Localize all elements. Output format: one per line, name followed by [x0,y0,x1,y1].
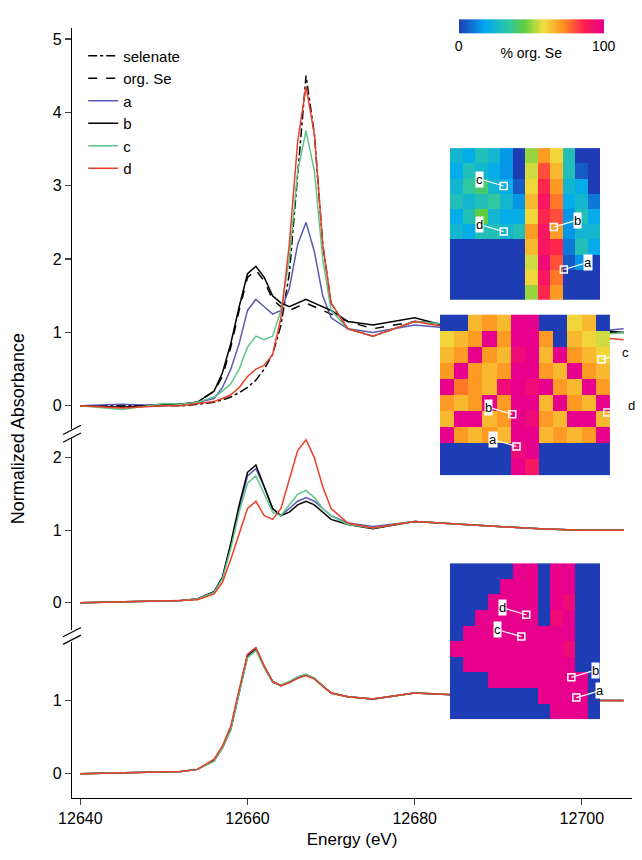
svg-text:c: c [494,622,501,637]
svg-text:org. Se: org. Se [123,70,171,87]
svg-text:% org. Se: % org. Se [500,45,562,61]
svg-text:d: d [628,398,635,413]
svg-text:0: 0 [53,765,62,782]
svg-text:4: 4 [53,104,62,121]
svg-text:1: 1 [53,324,62,341]
svg-text:5: 5 [53,31,62,48]
svg-text:0: 0 [53,594,62,611]
svg-text:selenate: selenate [123,48,180,65]
svg-text:a: a [489,432,497,447]
svg-text:d: d [123,160,131,177]
svg-text:a: a [584,255,592,270]
svg-text:b: b [592,663,599,678]
svg-text:d: d [499,600,506,615]
svg-text:0: 0 [53,397,62,414]
svg-text:Energy (eV): Energy (eV) [307,830,398,849]
svg-text:b: b [485,400,492,415]
svg-text:2: 2 [53,251,62,268]
svg-text:12660: 12660 [225,810,270,827]
svg-text:Normalized Absorbance: Normalized Absorbance [8,333,28,524]
svg-text:12700: 12700 [560,810,605,827]
svg-text:2: 2 [53,449,62,466]
svg-text:a: a [596,683,604,698]
svg-text:3: 3 [53,177,62,194]
svg-text:d: d [476,217,483,232]
svg-text:b: b [574,213,581,228]
svg-text:12680: 12680 [392,810,437,827]
svg-text:0: 0 [455,38,463,54]
svg-text:c: c [622,345,629,360]
svg-text:12640: 12640 [58,810,103,827]
svg-text:1: 1 [53,522,62,539]
svg-text:1: 1 [53,692,62,709]
svg-text:100: 100 [592,38,616,54]
svg-text:c: c [123,138,131,155]
svg-text:b: b [123,115,131,132]
svg-text:c: c [476,172,483,187]
svg-text:a: a [123,93,132,110]
